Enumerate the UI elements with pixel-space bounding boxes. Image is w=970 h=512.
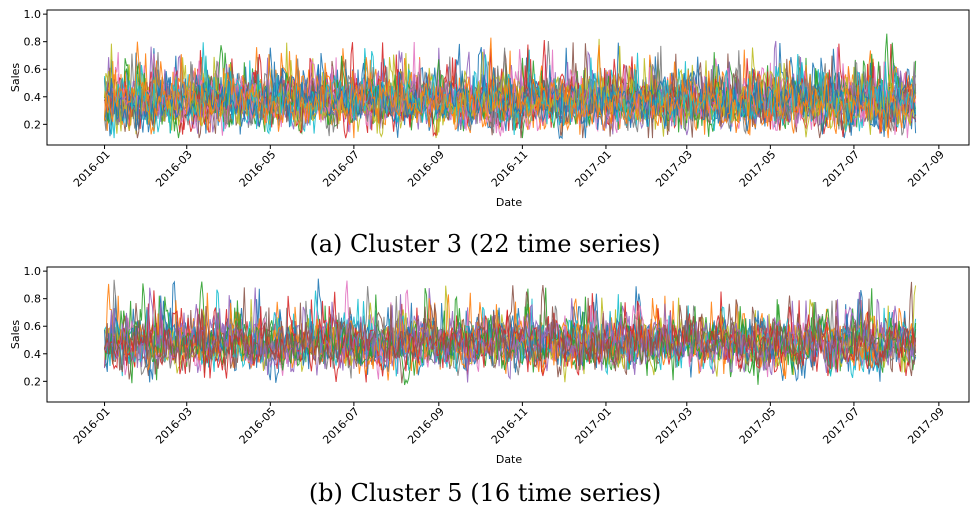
chart-panel-2: 0.2 0.4 0.6 0.8 1.0 2016-01 2016-03 2016-05 2016… <box>9 265 970 507</box>
x-tick-label: 2016-01 <box>71 405 113 447</box>
x-tick-label: 2017-01 <box>572 405 614 447</box>
x-tick-label: 2016-07 <box>320 148 362 190</box>
y-tick-label: 1.0 <box>24 265 42 278</box>
chart-caption: (a) Cluster 3 (22 time series) <box>309 230 660 258</box>
chart-panel-1: 0.2 0.4 0.6 0.8 1.0 2016-01 2016-03 2016-05 2016… <box>9 8 970 258</box>
y-tick-label: 0.4 <box>24 348 42 361</box>
y-axis-label: Sales <box>9 63 22 93</box>
y-tick-label: 0.6 <box>24 320 42 333</box>
x-tick-label: 2016-05 <box>237 148 279 190</box>
x-tick-label: 2016-11 <box>489 148 531 190</box>
y-tick-label: 1.0 <box>24 8 42 21</box>
x-tick-label: 2017-05 <box>737 405 779 447</box>
x-tick-label: 2017-03 <box>653 148 695 190</box>
x-tick-label: 2016-09 <box>405 148 447 190</box>
plot-frame <box>46 9 970 146</box>
x-tick-label: 2017-07 <box>820 405 862 447</box>
series-group <box>104 278 917 386</box>
x-tick-label: 2016-03 <box>153 405 195 447</box>
x-tick-label: 2016-03 <box>153 148 195 190</box>
y-tick-label: 0.4 <box>24 91 42 104</box>
series-line-19 <box>104 43 916 138</box>
x-axis-label: Date <box>496 196 523 209</box>
x-tick-label: 2016-05 <box>237 405 279 447</box>
x-tick-label: 2016-01 <box>71 148 113 190</box>
series-line-16 <box>104 285 917 378</box>
plot-frame <box>46 266 970 403</box>
x-tick-label: 2016-09 <box>405 405 447 447</box>
x-tick-label: 2017-01 <box>572 148 614 190</box>
chart-caption: (b) Cluster 5 (16 time series) <box>309 479 661 507</box>
x-tick-label: 2017-09 <box>905 148 947 190</box>
y-tick-label: 0.8 <box>24 36 42 49</box>
series-group <box>104 33 917 140</box>
y-tick-label: 0.2 <box>24 118 42 131</box>
y-tick-label: 0.2 <box>24 375 42 388</box>
series-line-21 <box>104 52 917 139</box>
series-line-22 <box>104 41 917 139</box>
y-axis-label: Sales <box>9 320 22 350</box>
y-tick-label: 0.6 <box>24 63 42 76</box>
x-tick-label: 2016-11 <box>489 405 531 447</box>
x-tick-label: 2016-07 <box>320 405 362 447</box>
x-tick-label: 2017-07 <box>820 148 862 190</box>
x-tick-label: 2017-03 <box>653 405 695 447</box>
y-tick-label: 0.8 <box>24 293 42 306</box>
x-tick-label: 2017-09 <box>905 405 947 447</box>
x-axis-label: Date <box>496 453 523 466</box>
x-tick-label: 2017-05 <box>737 148 779 190</box>
